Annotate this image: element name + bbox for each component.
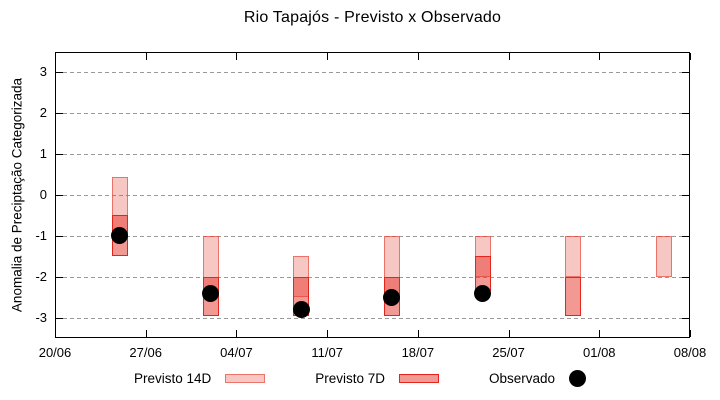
y-tick-right bbox=[682, 113, 689, 115]
legend-label-previsto-7d: Previsto 7D bbox=[315, 371, 386, 386]
y-tick-label--2: -2 bbox=[35, 268, 47, 284]
y-tick-right bbox=[682, 154, 689, 156]
bar-previsto-7d-30/07 bbox=[565, 276, 582, 316]
x-tick-top bbox=[236, 53, 238, 60]
y-tick-left bbox=[56, 235, 63, 237]
x-tick-bottom bbox=[327, 330, 329, 337]
legend-item-observado: Observado bbox=[489, 370, 587, 387]
legend-item-previsto-14d: Previsto 14D bbox=[133, 371, 266, 386]
x-tick-top bbox=[599, 53, 601, 60]
gridline-y-1 bbox=[56, 154, 689, 156]
gridline-y--1 bbox=[56, 235, 689, 237]
x-tick-label-18/07: 18/07 bbox=[401, 345, 435, 360]
x-tick-label-01/08: 01/08 bbox=[583, 345, 616, 360]
y-tick-label-0: 0 bbox=[39, 187, 47, 202]
gridline-y--3 bbox=[56, 317, 689, 319]
y-tick-left bbox=[56, 195, 63, 196]
x-tick-bottom bbox=[236, 330, 238, 337]
x-tick-label-25/07: 25/07 bbox=[492, 345, 525, 360]
x-tick-label-04/07: 04/07 bbox=[220, 345, 253, 360]
y-tick-left bbox=[56, 276, 63, 278]
y-tick-label-1: 1 bbox=[39, 146, 47, 162]
observed-dot-09/07 bbox=[292, 300, 310, 318]
y-tick-label--3: -3 bbox=[35, 309, 47, 325]
legend-label-observado: Observado bbox=[489, 371, 556, 386]
observed-dot-02/07 bbox=[202, 284, 219, 302]
y-tick-right bbox=[682, 276, 689, 278]
x-tick-top bbox=[690, 53, 691, 60]
y-tick-right bbox=[682, 72, 689, 74]
y-tick-left bbox=[56, 113, 63, 115]
x-tick-label-08/08: 08/08 bbox=[673, 345, 707, 360]
y-tick-label-2: 2 bbox=[39, 105, 47, 121]
bar-previsto-14d-30/07 bbox=[565, 235, 582, 277]
y-tick-left bbox=[56, 72, 63, 74]
y-tick-label-3: 3 bbox=[39, 64, 47, 80]
y-tick-left bbox=[56, 317, 63, 319]
gridline-y-0 bbox=[56, 195, 689, 196]
y-tick-label--1: -1 bbox=[35, 227, 47, 243]
x-tick-top bbox=[508, 53, 510, 60]
x-tick-label-11/07: 11/07 bbox=[311, 345, 343, 360]
x-tick-top bbox=[417, 53, 419, 60]
x-tick-top bbox=[327, 53, 329, 60]
legend-swatch-7d-icon bbox=[399, 374, 440, 383]
x-tick-bottom bbox=[417, 330, 419, 337]
y-tick-right bbox=[682, 195, 689, 196]
legend-swatch-14d-icon bbox=[225, 374, 266, 383]
x-tick-bottom bbox=[508, 330, 510, 337]
observed-dot-25/06 bbox=[111, 227, 129, 245]
gridline-y-2 bbox=[56, 113, 689, 115]
legend-observed-dot-icon bbox=[569, 370, 587, 387]
x-tick-label-27/06: 27/06 bbox=[129, 345, 162, 360]
y-tick-right bbox=[682, 317, 689, 319]
legend-item-previsto-7d: Previsto 7D bbox=[315, 371, 440, 386]
x-tick-bottom bbox=[145, 330, 147, 337]
x-tick-bottom bbox=[599, 330, 601, 337]
plot-border bbox=[55, 52, 690, 338]
x-tick-label-20/06: 20/06 bbox=[38, 345, 72, 360]
bar-previsto-14d-06/08 bbox=[656, 235, 673, 277]
observed-dot-16/07 bbox=[383, 288, 401, 306]
legend-label-previsto-14d: Previsto 14D bbox=[133, 371, 212, 386]
x-tick-bottom bbox=[55, 330, 56, 337]
legend: Previsto 14D Previsto 7D Observado bbox=[0, 370, 720, 387]
x-tick-bottom bbox=[690, 330, 691, 337]
y-tick-right bbox=[682, 235, 689, 237]
y-tick-left bbox=[56, 154, 63, 156]
chart-title: Rio Tapajós - Previsto x Observado bbox=[243, 9, 502, 26]
x-tick-top bbox=[145, 53, 147, 60]
x-tick-top bbox=[55, 53, 56, 60]
gridline-y-3 bbox=[56, 72, 689, 74]
observed-dot-23/07 bbox=[474, 284, 492, 302]
gridline-y--2 bbox=[56, 276, 689, 278]
